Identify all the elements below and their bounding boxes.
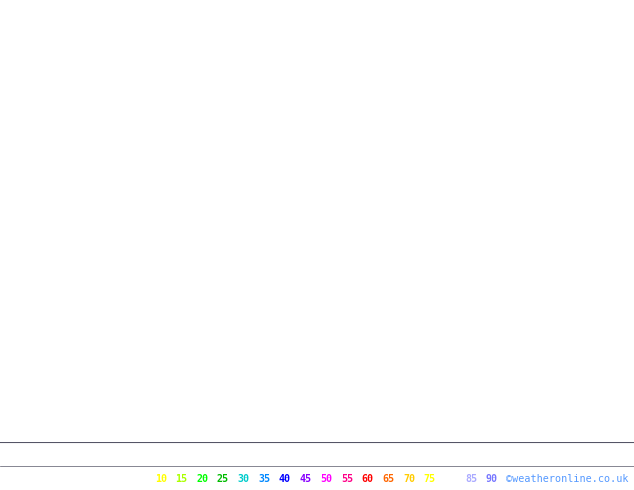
Text: Fr 07-06-2024 12:00 UTC (00+252): Fr 07-06-2024 12:00 UTC (00+252) bbox=[421, 447, 629, 458]
Text: 80: 80 bbox=[444, 474, 456, 485]
Text: 55: 55 bbox=[341, 474, 353, 485]
Text: Surface pressure [hPa] ECMWF: Surface pressure [hPa] ECMWF bbox=[5, 447, 187, 458]
Text: Isotachs 10m (km/h): Isotachs 10m (km/h) bbox=[5, 474, 129, 485]
Text: 45: 45 bbox=[300, 474, 311, 485]
Text: 20: 20 bbox=[196, 474, 208, 485]
Text: 35: 35 bbox=[258, 474, 270, 485]
Text: 10: 10 bbox=[155, 474, 167, 485]
Text: 85: 85 bbox=[465, 474, 477, 485]
Text: 75: 75 bbox=[424, 474, 436, 485]
Text: 30: 30 bbox=[238, 474, 250, 485]
Text: 70: 70 bbox=[403, 474, 415, 485]
Text: 25: 25 bbox=[217, 474, 229, 485]
Text: 50: 50 bbox=[320, 474, 332, 485]
Text: 40: 40 bbox=[279, 474, 291, 485]
Text: 90: 90 bbox=[486, 474, 498, 485]
Text: 15: 15 bbox=[176, 474, 188, 485]
Text: 60: 60 bbox=[361, 474, 373, 485]
Text: ©weatheronline.co.uk: ©weatheronline.co.uk bbox=[507, 474, 629, 485]
Text: 65: 65 bbox=[382, 474, 394, 485]
